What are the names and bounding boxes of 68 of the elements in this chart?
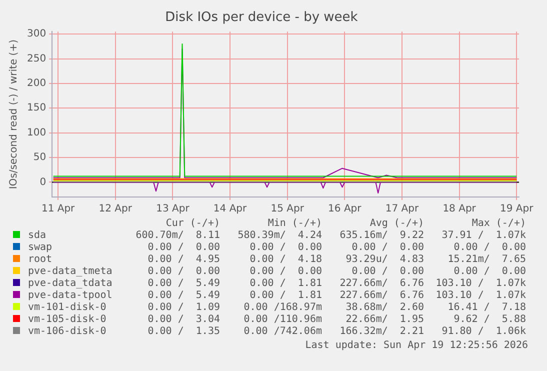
text: 0.00 /110.96m <box>242 314 322 326</box>
text: Cur (-/+) <box>164 218 220 230</box>
text: 0.00 / 0.00 <box>350 242 424 254</box>
text: 0.00 / 0.00 <box>350 266 424 278</box>
x-tick-label: 11 Apr <box>41 204 76 215</box>
text: 0.00 / 3.04 <box>146 314 220 326</box>
text: 0.00 / 1.81 <box>248 290 322 302</box>
text: 0.00 / 0.00 <box>452 266 526 278</box>
text: 22.66m/ 1.95 <box>344 314 424 326</box>
y-tick-label: 250 <box>26 53 46 64</box>
y-tick-label: 150 <box>26 102 46 114</box>
text: 227.66m/ 6.76 <box>338 290 424 302</box>
text: 635.16m/ 9.22 <box>338 230 424 242</box>
x-tick-label: 13 Apr <box>156 204 190 215</box>
x-tick-label: 17 Apr <box>385 204 420 215</box>
text: 0.00 / 0.00 <box>146 242 220 254</box>
legend-label: sda <box>27 230 48 242</box>
text: 0.00 / 1.35 <box>146 326 220 338</box>
text: 0.00 / 1.81 <box>248 278 322 290</box>
text: 103.10 / 1.07k <box>434 278 526 290</box>
text: 37.91 / 1.07k <box>440 230 526 242</box>
x-tick-label: 15 Apr <box>270 204 305 215</box>
text: 0.00 /168.97m <box>242 302 322 314</box>
y-tick-label: 0 <box>40 176 46 188</box>
text: 580.39m/ 4.24 <box>236 230 322 242</box>
y-tick-label: 50 <box>33 152 46 164</box>
text: Last update: Sun Apr 19 12:25:56 2026 <box>305 340 528 351</box>
legend-label: pve-data_tmeta <box>27 266 114 278</box>
x-tick-label: 12 Apr <box>98 204 133 215</box>
text: 38.68m/ 2.60 <box>344 302 424 314</box>
text: 0.00 / 0.00 <box>248 242 322 254</box>
legend-label: swap <box>27 242 54 254</box>
text: 166.32m/ 2.21 <box>338 326 424 338</box>
text: 103.10 / 1.07k <box>434 290 526 302</box>
text: 0.00 / 4.95 <box>146 254 220 266</box>
text: Avg (-/+) <box>368 218 424 230</box>
chart-title: Disk IOs per device - by week <box>165 10 358 26</box>
x-tick-label: 14 Apr <box>213 204 248 215</box>
text: 9.62 / 5.88 <box>452 314 526 326</box>
text: 0.00 / 5.49 <box>146 278 220 290</box>
x-tick-label: 16 Apr <box>328 204 362 215</box>
text: 15.21m/ 7.65 <box>446 254 526 266</box>
text: Max (-/+) <box>470 218 526 230</box>
legend-label: pve-data_tdata <box>27 278 114 290</box>
legend-label: vm-106-disk-0 <box>27 326 108 338</box>
text: 227.66m/ 6.76 <box>338 278 424 290</box>
text: 0.00 / 1.09 <box>146 302 220 314</box>
text: 0.00 / 0.00 <box>248 266 322 278</box>
y-tick-label: 200 <box>26 78 46 90</box>
text: 16.41 / 7.18 <box>446 302 526 314</box>
legend-label: vm-105-disk-0 <box>27 314 108 326</box>
text: Min (-/+) <box>266 218 322 230</box>
text: 600.70m/ 8.11 <box>134 230 220 242</box>
text: 0.00 / 4.18 <box>248 254 322 266</box>
text: 91.80 / 1.06k <box>440 326 526 338</box>
x-tick-label: 19 Apr <box>500 204 534 215</box>
y-tick-label: 300 <box>26 28 46 40</box>
legend-label: root <box>27 254 54 266</box>
text: 93.29u/ 4.83 <box>344 254 424 266</box>
y-axis-title: IOs/second read (-) / write (+) <box>8 39 20 190</box>
text: 0.00 / 5.49 <box>146 290 220 302</box>
legend-label: pve-data-tpool <box>27 290 114 302</box>
text: 0.00 / 0.00 <box>146 266 220 278</box>
text: 0.00 / 0.00 <box>452 242 526 254</box>
text: 0.00 /742.06m <box>242 326 322 338</box>
x-tick-label: 18 Apr <box>442 204 477 215</box>
legend-label: vm-101-disk-0 <box>27 302 108 314</box>
y-tick-label: 100 <box>26 127 46 138</box>
